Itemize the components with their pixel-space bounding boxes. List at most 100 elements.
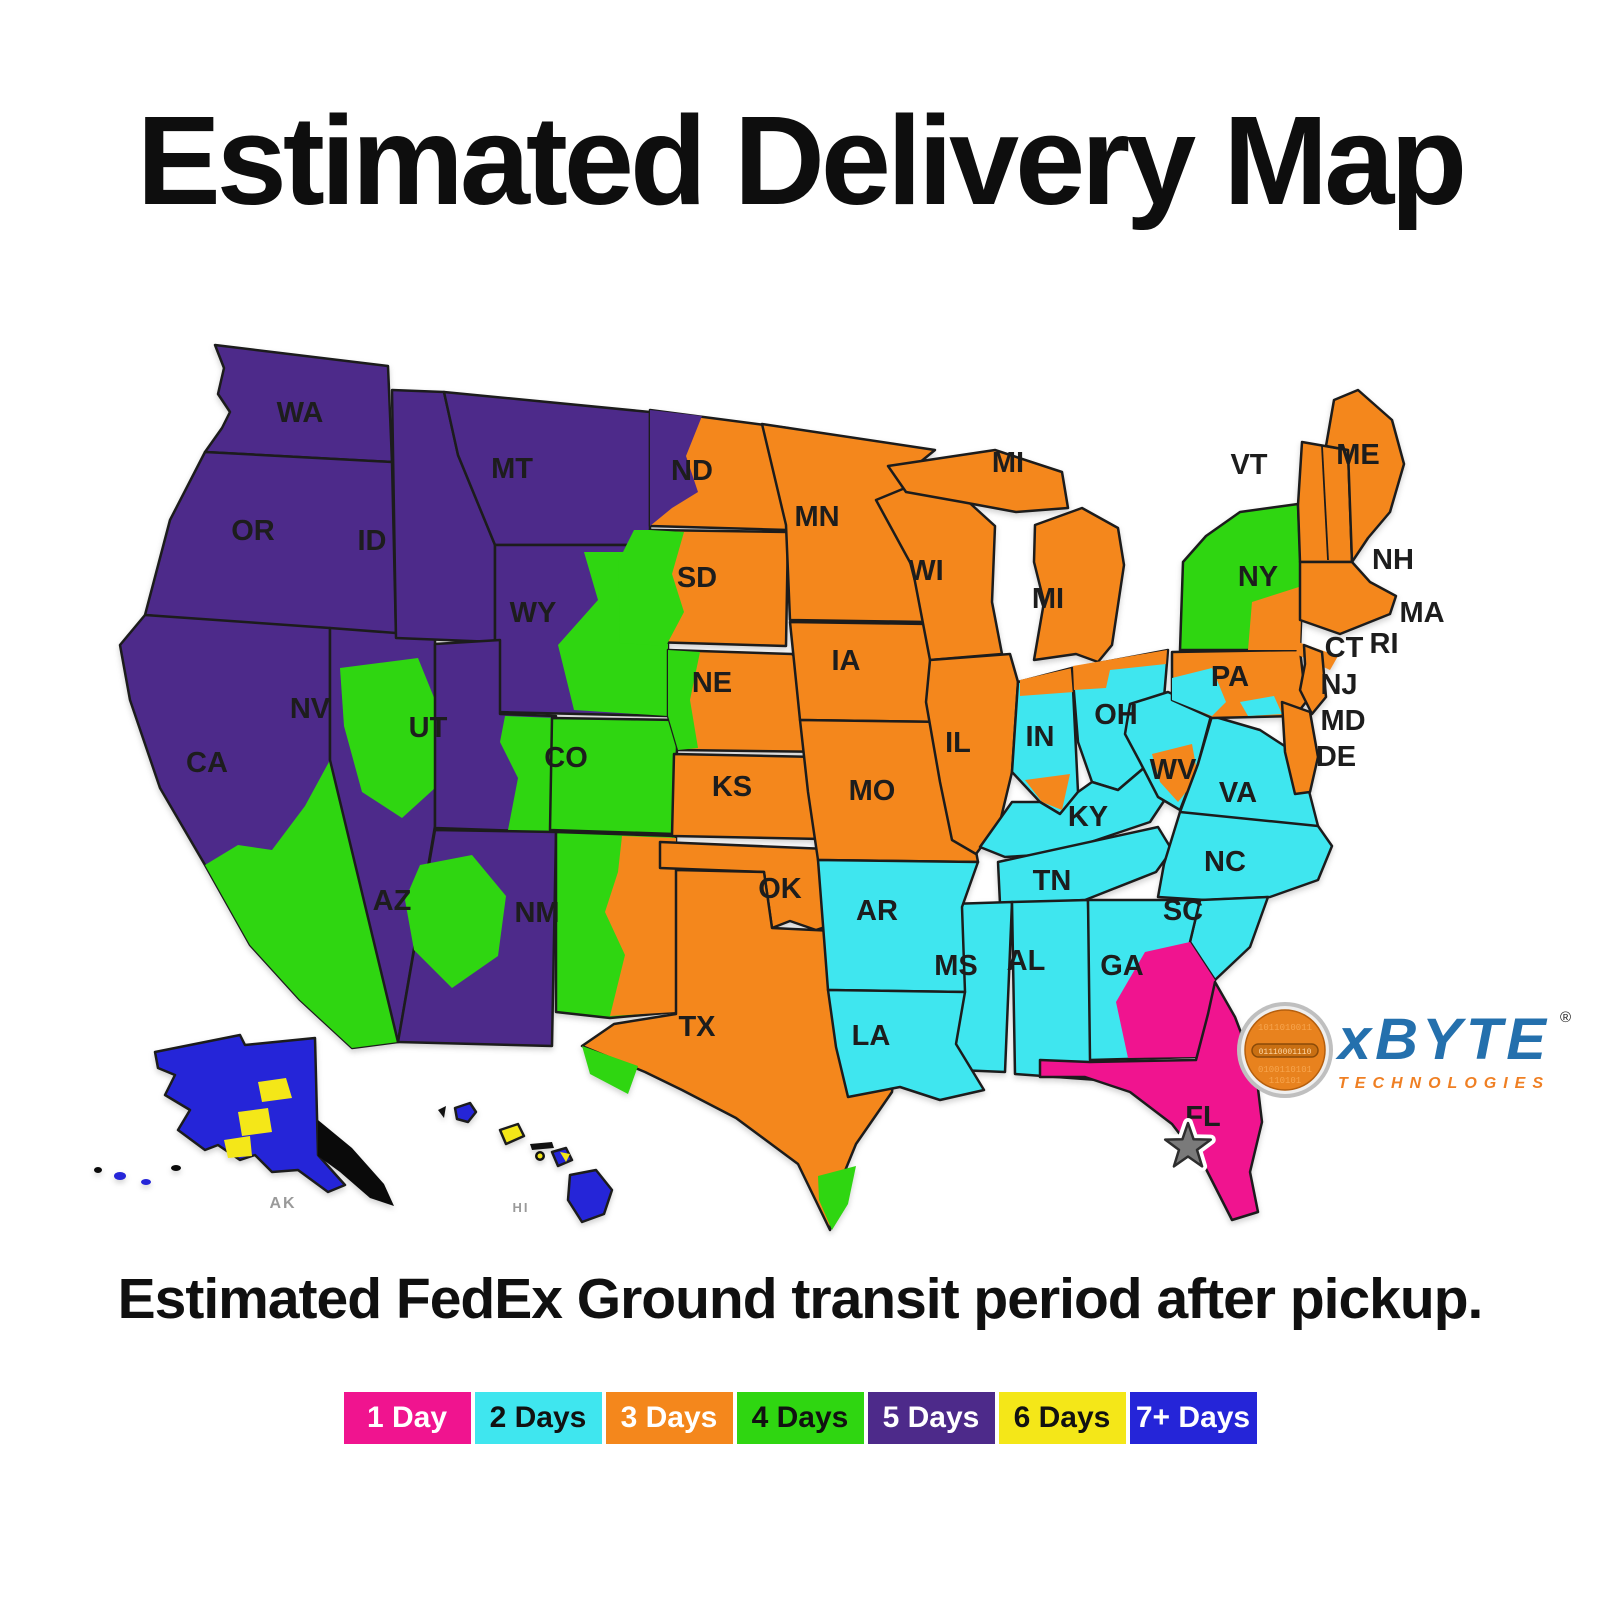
state-label-ny: NY [1238, 561, 1278, 593]
legend-label: 5 Days [882, 1401, 980, 1434]
state-shape-ca-partial [205, 760, 398, 1048]
state-label-wv: WV [1150, 754, 1197, 786]
state-label-ms: MS [934, 950, 978, 982]
state-label-al: AL [1007, 945, 1046, 977]
state-shape-sd-partial [618, 530, 684, 646]
map-caption: Estimated FedEx Ground transit period af… [117, 1267, 1484, 1331]
hi-island-kauai [453, 1101, 478, 1124]
legend-label: 4 Days [751, 1401, 849, 1434]
state-shape-co [548, 716, 680, 836]
state-shape-tx-partial-west [582, 1046, 638, 1094]
state-label-ca: CA [186, 747, 228, 779]
ak-panhandle [318, 1120, 394, 1206]
xbyte-logo: 1011010011 0100110101 110101 01110001110… [1237, 1002, 1571, 1098]
state-shape-in-partial-s [1025, 774, 1070, 810]
state-label-ia: IA [832, 645, 861, 677]
state-shape-tx-partial-tip [818, 1166, 856, 1230]
state-label-mn: MN [794, 501, 839, 533]
state-label-nm: NM [514, 897, 559, 929]
hi-island-bigisland [566, 1168, 614, 1224]
state-label-ks: KS [712, 771, 752, 803]
legend-item-4-days: 4 Days [736, 1392, 864, 1444]
state-shape-nm-partial [605, 836, 676, 1016]
state-label-id: ID [358, 525, 387, 557]
state-shape-ut-partial [500, 716, 556, 832]
state-shape-ar [816, 858, 980, 994]
ak-island [114, 1172, 126, 1180]
state-label-nv: NV [290, 693, 331, 725]
state-label-mi: MI [1032, 583, 1064, 615]
state-shape-az-partial [405, 855, 506, 988]
state-shape-wa [203, 343, 394, 464]
state-shape-pa-partial-s [1240, 696, 1282, 716]
state-label-ga: GA [1100, 950, 1144, 982]
hi-island-maui-patch [560, 1152, 570, 1162]
legend-item-1-day: 1 Day [343, 1392, 471, 1444]
state-label-or: OR [231, 515, 275, 547]
state-label-ar: AR [856, 895, 898, 927]
state-shape-mi-upper [886, 448, 1070, 514]
logo-tagline-text: TECHNOLOGIES [1338, 1075, 1550, 1092]
state-label-tx: TX [678, 1011, 716, 1043]
state-label-wi: WI [908, 555, 943, 587]
state-label-in: IN [1026, 721, 1055, 753]
state-label-wy: WY [510, 597, 557, 629]
state-label-mt: MT [491, 453, 533, 485]
legend-item-7-plus-days: 7+ Days [1129, 1392, 1257, 1444]
state-label-sc: SC [1163, 895, 1203, 927]
state-label-ut: UT [409, 712, 448, 744]
state-label-de: DE [1316, 741, 1356, 773]
state-shape-pa-partial-sw [1172, 668, 1226, 716]
state-label-tn: TN [1033, 865, 1072, 897]
state-label-il: IL [945, 727, 971, 759]
state-shape-la [826, 988, 986, 1102]
state-label-nd: ND [671, 455, 713, 487]
legend-label: 3 Days [620, 1401, 718, 1434]
state-label-ri: RI [1370, 628, 1399, 660]
state-shape-nj [1298, 643, 1328, 716]
hi-island-niihau [438, 1106, 446, 1118]
state-shape-me [1324, 388, 1406, 564]
ak-island [141, 1179, 151, 1185]
state-label-vt: VT [1230, 449, 1267, 481]
state-label-ak: AK [269, 1195, 296, 1212]
ak-island [171, 1165, 181, 1171]
state-label-ct: CT [1325, 632, 1364, 664]
logo-registered-mark: ® [1560, 1009, 1571, 1026]
legend-item-5-days: 5 Days [867, 1392, 995, 1444]
state-label-ma: MA [1399, 597, 1444, 629]
legend-label: 7+ Days [1135, 1401, 1251, 1434]
logo-badge-bits: 110101 [1269, 1076, 1301, 1086]
hi-island-lanai-patch [537, 1153, 543, 1159]
logo-badge-bits: 1011010011 [1258, 1023, 1312, 1033]
state-label-oh: OH [1094, 699, 1138, 731]
hi-island-oahu [498, 1122, 526, 1146]
state-label-ok: OK [758, 873, 802, 905]
logo-badge-bits: 0100110101 [1258, 1065, 1312, 1075]
state-shape-al [1010, 898, 1100, 1082]
state-shape-ga-partial [1116, 942, 1215, 1058]
state-labels: WA OR CA NV ID MT WY UT CO AZ NM ND SD N… [186, 397, 1445, 1215]
state-label-pa: PA [1211, 661, 1249, 693]
state-shape-oh-partial [1073, 650, 1167, 690]
state-label-mi-upper: MI [992, 447, 1024, 479]
state-label-me: ME [1336, 439, 1380, 471]
state-shape-wv-partial [1152, 744, 1198, 802]
state-label-az: AZ [373, 885, 412, 917]
state-shape-fl [1038, 980, 1264, 1222]
state-shape-nv-partial [340, 658, 435, 818]
hi-island-molokai [530, 1142, 554, 1150]
state-shape-ny-partial [1248, 586, 1302, 650]
state-label-mo: MO [849, 775, 896, 807]
state-shape-ak-partial-1 [258, 1078, 292, 1102]
origin-star-icon [1160, 1118, 1216, 1172]
state-label-hi: HI [513, 1200, 530, 1215]
logo-badge-pill-bits: 01110001110 [1259, 1048, 1312, 1057]
state-shape-nd-partial [650, 410, 702, 526]
state-label-co: CO [544, 742, 588, 774]
state-label-nj: NJ [1320, 669, 1357, 701]
legend-item-3-days: 3 Days [605, 1392, 733, 1444]
state-label-nc: NC [1204, 846, 1246, 878]
